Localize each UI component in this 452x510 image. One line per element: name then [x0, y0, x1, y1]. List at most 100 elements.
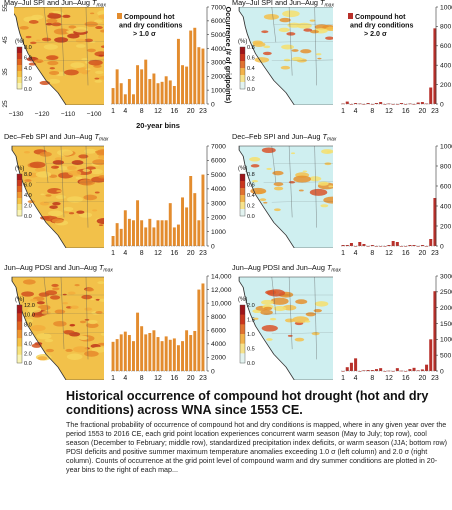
y-tick-label: 2500 [440, 289, 452, 296]
hotspot [284, 318, 295, 323]
colorbar-swatch [17, 47, 22, 54]
hotspot [46, 55, 59, 61]
hotspot [48, 70, 60, 75]
colorbar-tick: 2.0 [247, 303, 255, 309]
colorbar-tick: 0.5 [247, 347, 255, 353]
hotspot [320, 204, 329, 208]
hotspot [57, 166, 69, 171]
hotspot [54, 37, 69, 43]
hotspot [309, 19, 316, 22]
hotspot [94, 79, 103, 83]
hotspot [54, 157, 63, 161]
hotspot [84, 350, 99, 357]
hotspot [97, 281, 104, 285]
bar [383, 246, 387, 247]
colorbar-tick: 6.0 [24, 332, 32, 338]
hotspot [30, 41, 37, 45]
bar [354, 358, 358, 371]
bar [160, 81, 164, 104]
colorbar-swatch [17, 321, 22, 331]
bar [127, 79, 131, 104]
colorbar-frame [239, 304, 246, 364]
x-tick-label: 8 [370, 250, 374, 257]
bar [391, 371, 395, 372]
colorbar-swatch [240, 305, 245, 315]
x-tick-label: 12 [154, 375, 162, 382]
hotspot [28, 20, 39, 24]
bar [425, 364, 429, 371]
colorbar-tick: 6.0 [24, 183, 32, 189]
bar [119, 83, 123, 104]
y-tick-label: 800 [440, 24, 451, 31]
colorbar-tick: 0.6 [247, 56, 255, 62]
hotspot [39, 151, 52, 157]
bar [172, 85, 176, 104]
state-boundary [314, 276, 317, 360]
hotspot [283, 58, 291, 62]
hotspot [318, 181, 329, 186]
bar [412, 245, 416, 246]
hotspot [30, 325, 46, 332]
hotspot [321, 149, 333, 154]
hotspot [68, 170, 82, 176]
hotspot [67, 196, 83, 203]
y-tick-label: 1000 [440, 4, 452, 11]
hotspot [36, 39, 41, 42]
state-boundary [43, 276, 49, 315]
coastline [238, 276, 333, 380]
hotspot [303, 28, 313, 32]
hotspot [34, 167, 46, 172]
map-content [11, 145, 104, 248]
bar [119, 334, 123, 371]
y-tick-label: 500 [440, 352, 451, 359]
hotspot [270, 297, 289, 305]
y-tick-label: 5000 [211, 172, 226, 179]
x-tick-label: 20 [419, 250, 427, 257]
bar [416, 370, 420, 371]
hotspot [78, 335, 89, 341]
bar-chart-a: 0 1000 2000 3000 4000 5000 6000 7000 1 4 8 12 16 20 23 [111, 4, 226, 115]
hotspot [98, 175, 104, 179]
bar [412, 104, 416, 105]
x-tick-label: 12 [385, 375, 393, 382]
state-boundary [43, 200, 104, 203]
bar [164, 76, 168, 104]
hotspot [280, 65, 291, 70]
y-tick-label: 4000 [211, 186, 226, 193]
lon-tick-label: −120 [35, 111, 50, 118]
y-tick-label: 10,000 [211, 300, 232, 307]
hotspot [272, 170, 284, 176]
state-boundary [60, 276, 65, 350]
bar [181, 197, 184, 246]
figure-caption: Historical occurrence of compound hot dr… [66, 389, 448, 475]
legend-text: and dry conditions [350, 22, 414, 30]
hotspot [68, 212, 75, 215]
colorbar-tick: 10.0 [24, 313, 35, 319]
hotspot [291, 56, 303, 62]
hotspot [252, 42, 266, 47]
hotspot [282, 10, 300, 18]
hotspot [278, 27, 290, 33]
bar [123, 94, 127, 104]
colorbar-swatch [17, 329, 22, 339]
colorbar-tick: 0.8 [247, 45, 255, 51]
hotspot [40, 193, 45, 196]
state-boundary [271, 276, 277, 315]
legend-text: and dry conditions [119, 22, 183, 30]
y-tick-label: 1500 [440, 321, 452, 328]
x-tick-label: 12 [154, 108, 162, 115]
colorbar-unit: (%) [238, 166, 247, 172]
hotspot [56, 190, 62, 193]
colorbar-tick: 0.0 [24, 214, 32, 220]
colorbar-frame [16, 173, 23, 217]
bar [127, 218, 131, 246]
hotspot [52, 287, 60, 291]
bar [349, 243, 353, 246]
hotspot [92, 159, 104, 166]
state-boundary [35, 312, 104, 315]
state-boundary [263, 181, 333, 183]
x-tick-label: 4 [354, 108, 358, 115]
hotspot [308, 176, 322, 182]
hotspot [53, 28, 70, 35]
hotspot [52, 160, 65, 165]
